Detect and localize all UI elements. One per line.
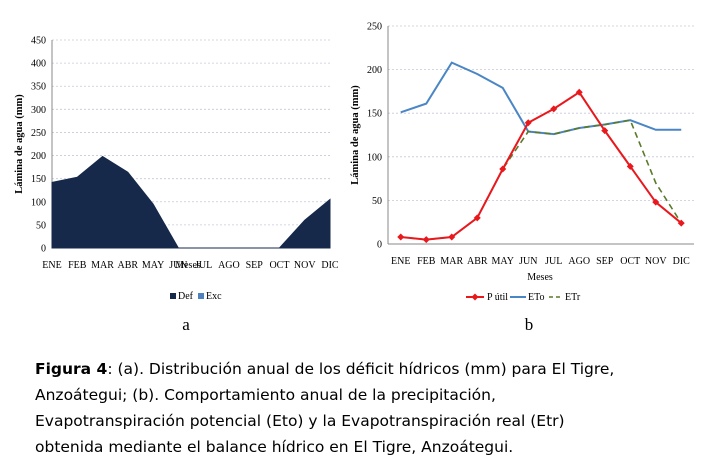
legend-putil-label: P útil [487, 292, 508, 303]
legend-putil-marker [471, 293, 479, 301]
caption-line4: obtenida mediante el balance hídrico en … [35, 438, 514, 456]
chart-b-x-tick-label: FEB [417, 256, 436, 267]
chart-a-y-tick-label: 150 [31, 174, 46, 185]
chart-a-x-tick-label: JUN [169, 260, 187, 271]
chart-b-y-tick-label: 150 [367, 109, 382, 120]
chart-b-x-tick-label: DIC [673, 256, 691, 267]
putil-marker [448, 233, 456, 241]
chart-b-x-tick-label: NOV [645, 256, 667, 267]
chart-a-x-tick-label: MAY [142, 260, 164, 271]
chart-a-y-tick-label: 50 [36, 220, 46, 231]
chart-b-x-tick-label: MAR [440, 256, 463, 267]
chart-b-y-tick-label: 250 [367, 22, 382, 33]
def-area [51, 155, 331, 249]
eto-line [400, 61, 682, 136]
chart-a-y-tick-label: 0 [41, 244, 46, 255]
chart-b-x-axis-title: Meses [527, 272, 553, 283]
putil-marker [575, 88, 583, 96]
chart-b-x-tick-label: SEP [596, 256, 614, 267]
putil-marker [652, 198, 660, 206]
putil-line [400, 90, 682, 241]
chart-a-y-tick-label: 100 [31, 197, 46, 208]
chart-a-x-tick-label: JUL [195, 260, 212, 271]
caption-label: Figura 4 [35, 360, 108, 378]
legend-def-label: Def [178, 291, 194, 302]
legend-def-swatch [170, 293, 176, 299]
chart-b-x-tick-label: MAY [492, 256, 514, 267]
putil-marker [524, 119, 532, 127]
chart-a-y-tick-label: 450 [31, 36, 46, 47]
legend-exc-swatch [198, 293, 204, 299]
caption-line3: Evapotranspiración potencial (Eto) y la … [35, 412, 565, 430]
chart-b: 0 50 100 150 200 250 ENE FEB MAR ABR MAY JUN JUL AGO S… [350, 22, 694, 334]
putil-marker [473, 214, 481, 222]
chart-b-y-tick-label: 200 [367, 65, 382, 76]
chart-b-x-tick-label: JUL [545, 256, 562, 267]
legend-etr-label: ETr [565, 292, 581, 303]
chart-b-y-tick-label: 0 [377, 240, 382, 251]
caption-line1: : (a). Distribución anual de los déficit… [107, 360, 615, 378]
legend-eto-label: ETo [528, 292, 545, 303]
putil-marker [626, 162, 634, 170]
chart-b-x-tick-label: OCT [620, 256, 640, 267]
putil-marker [397, 233, 405, 241]
chart-a-y-tick-label: 250 [31, 128, 46, 139]
chart-b-x-tick-label: ABR [467, 256, 488, 267]
figure-caption: Figura 4: (a). Distribución anual de los… [35, 356, 695, 460]
chart-b-x-tick-label: ENE [391, 256, 410, 267]
chart-a-x-tick-label: ABR [118, 260, 139, 271]
legend-exc-label: Exc [206, 291, 222, 302]
chart-a-y-axis-title: Lámina de agua (mm) [14, 94, 25, 194]
chart-a-y-tick-label: 400 [31, 59, 46, 70]
putil-marker [601, 127, 609, 135]
chart-a-x-tick-label: FEB [68, 260, 87, 271]
chart-b-y-axis-title: Lámina de agua (mm) [350, 85, 361, 185]
chart-a-panel-label: a [182, 315, 190, 334]
chart-a-x-tick-label: OCT [269, 260, 289, 271]
chart-b-panel-label: b [525, 315, 534, 334]
putil-marker [550, 105, 558, 113]
chart-a-x-tick-label: MAR [91, 260, 114, 271]
putil-marker [422, 236, 430, 244]
chart-a-x-tick-label: SEP [246, 260, 264, 271]
caption-line2: Anzoátegui; (b). Comportamiento anual de… [35, 386, 496, 404]
chart-b-x-tick-label: JUN [519, 256, 537, 267]
putil-marker [499, 165, 507, 173]
chart-a-y-tick-label: 300 [31, 105, 46, 116]
chart-a-x-axis-title: Meses [175, 260, 201, 271]
chart-b-y-tick-label: 50 [372, 196, 382, 207]
chart-a-x-tick-label: AGO [218, 260, 240, 271]
chart-b-x-tick-label: AGO [568, 256, 590, 267]
chart-a-y-tick-label: 200 [31, 151, 46, 162]
chart-a-x-tick-label: DIC [321, 260, 339, 271]
chart-b-y-tick-label: 100 [367, 152, 382, 163]
chart-a-x-tick-label: NOV [294, 260, 316, 271]
chart-a-y-tick-label: 350 [31, 82, 46, 93]
putil-marker [677, 219, 685, 227]
chart-a-x-tick-label: ENE [42, 260, 61, 271]
